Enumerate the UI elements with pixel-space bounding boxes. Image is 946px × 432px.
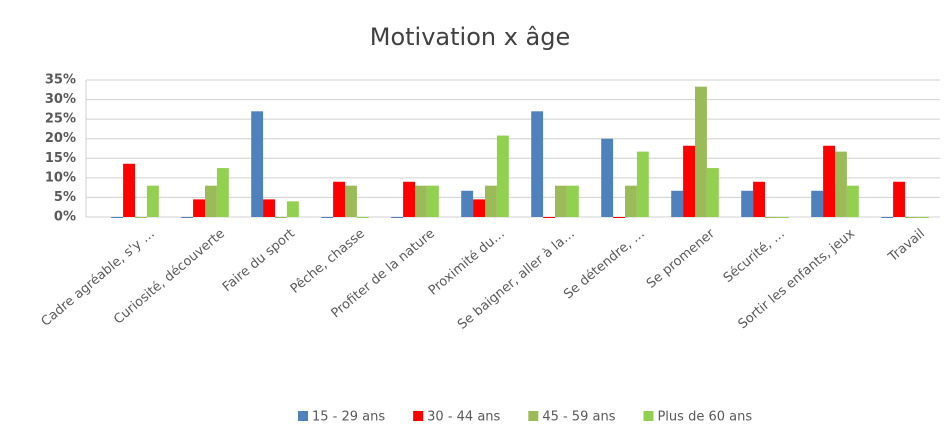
bar [555,185,567,217]
x-tick-label: Cadre agréable, s'y … [39,226,158,329]
bar [776,217,789,218]
legend-label: 30 - 44 ans [427,410,500,425]
x-tick-label: Se baigner, aller à la… [455,226,578,332]
x-tick-label: Se promener [644,226,718,292]
bar [905,217,917,218]
bar [146,185,159,217]
bar [835,151,847,217]
legend-swatch [643,411,654,421]
bar [741,190,754,217]
bar [531,111,544,217]
bar [496,135,509,217]
bar [683,145,695,217]
y-tick-label: 20% [45,131,76,146]
y-tick-label: 30% [45,92,76,107]
bar [426,185,439,217]
bar [916,217,929,218]
bar [461,190,474,217]
bar [765,217,777,218]
legend-label: 15 - 29 ans [312,410,385,425]
x-tick-label: Faire du sport [220,226,298,295]
y-tick-label: 15% [45,151,76,166]
bar [321,217,334,218]
bar [345,185,357,217]
bar [881,217,894,218]
y-tick-label: 25% [45,112,76,127]
y-tick-label: 5% [54,190,76,205]
legend-swatch [528,411,539,421]
bar [286,201,299,217]
bar [893,181,905,217]
bar [205,185,217,217]
legend-label: 45 - 59 ans [542,410,615,425]
bar [251,111,264,217]
bar [636,151,649,217]
chart-title: Motivation x âge [370,23,571,51]
bar [415,185,427,217]
bar [846,185,859,217]
bar [625,185,637,217]
bar [123,163,135,217]
bar [485,185,497,217]
bar [706,168,719,217]
bar [333,181,345,217]
bar [403,181,415,217]
x-tick-label: Sortir les enfants, jeux [736,226,858,332]
bar [275,217,287,218]
legend-swatch [413,411,424,421]
bar [111,217,124,218]
bar [356,217,369,218]
x-tick-label: Sécurité, … [721,226,788,286]
bar [753,181,765,217]
y-tick-label: 0% [54,210,76,225]
bar [473,199,485,217]
bar [391,217,404,218]
bar [181,217,194,218]
bar [135,217,147,218]
legend-label: Plus de 60 ans [657,410,752,425]
bar [695,86,707,217]
bar [263,199,275,217]
bar [613,217,625,218]
bar [823,145,835,217]
bar [566,185,579,217]
y-tick-label: 35% [45,73,76,88]
y-tick-label: 10% [45,170,76,185]
bar [543,217,555,218]
legend-swatch [298,411,308,421]
bar [601,138,614,217]
x-tick-label: Travail [885,226,928,265]
bar [811,190,824,217]
bar [216,168,229,217]
bar [671,190,684,217]
bar [193,199,205,217]
